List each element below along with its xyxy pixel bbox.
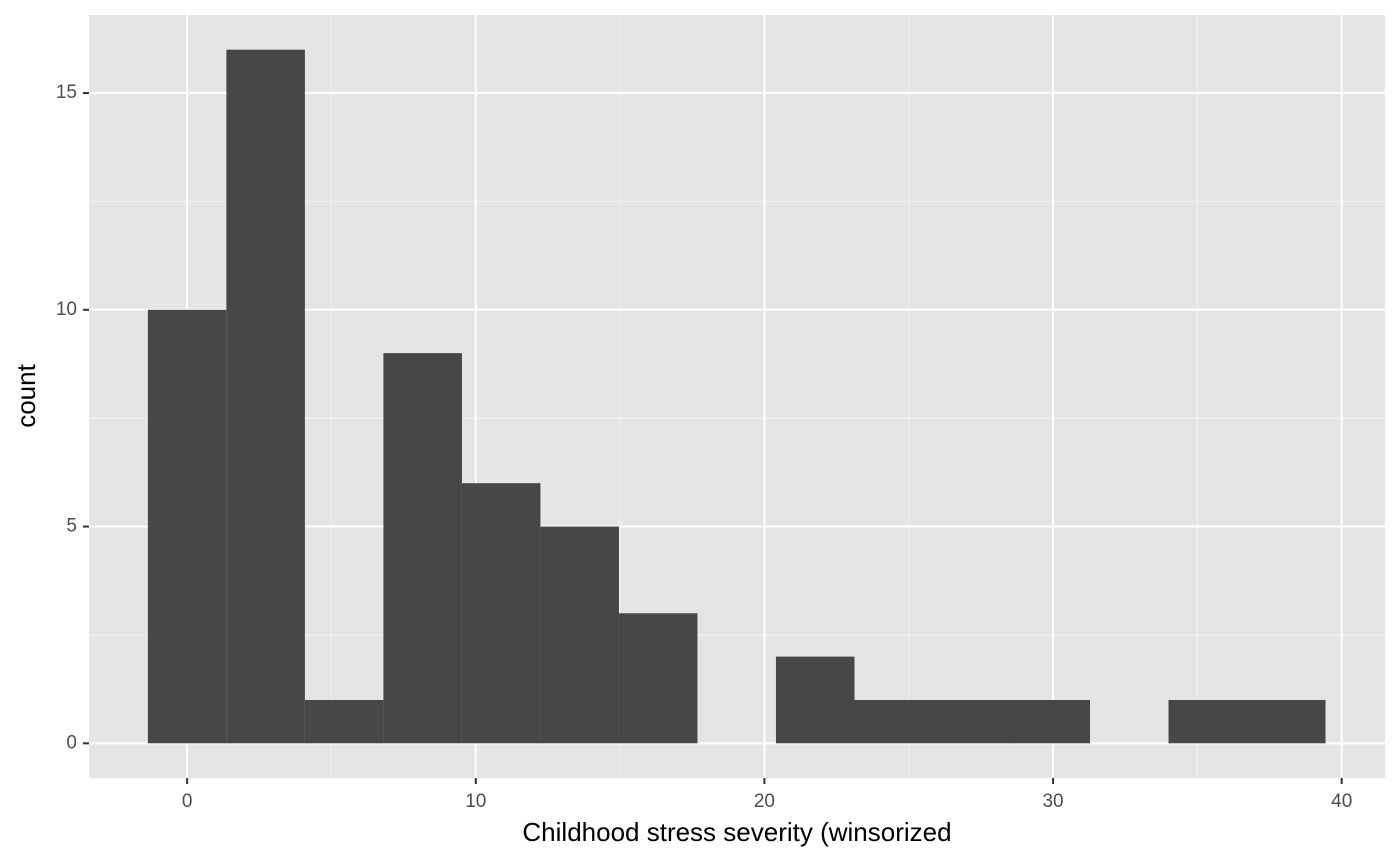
bar <box>618 613 698 744</box>
x-tick-label: 0 <box>182 791 193 812</box>
axes: 0 10 20 30 40 0 5 10 15 <box>56 82 1352 812</box>
x-tick-label: 30 <box>1042 791 1063 812</box>
y-axis-label: count <box>11 363 41 427</box>
y-tick-label: 15 <box>56 82 77 103</box>
bar <box>775 656 855 744</box>
bar <box>226 49 305 744</box>
bar <box>147 309 227 744</box>
bar <box>932 699 1012 744</box>
y-tick-label: 0 <box>66 732 77 753</box>
bar <box>304 699 384 744</box>
bar <box>1011 699 1091 744</box>
x-tick-label: 10 <box>465 791 486 812</box>
grid <box>89 15 1385 778</box>
y-tick-label: 5 <box>66 516 77 537</box>
y-tick-label: 10 <box>56 299 77 320</box>
bar <box>540 526 619 744</box>
x-tick-label: 20 <box>754 791 775 812</box>
bar <box>1168 699 1248 744</box>
panel <box>89 15 1385 778</box>
x-tick-label: 40 <box>1331 791 1352 812</box>
bar <box>854 699 933 744</box>
bar <box>461 483 541 744</box>
bars <box>147 49 1326 744</box>
bar <box>383 353 462 744</box>
bar <box>1247 699 1326 744</box>
x-axis-label: Childhood stress severity (winsorized <box>522 817 951 847</box>
